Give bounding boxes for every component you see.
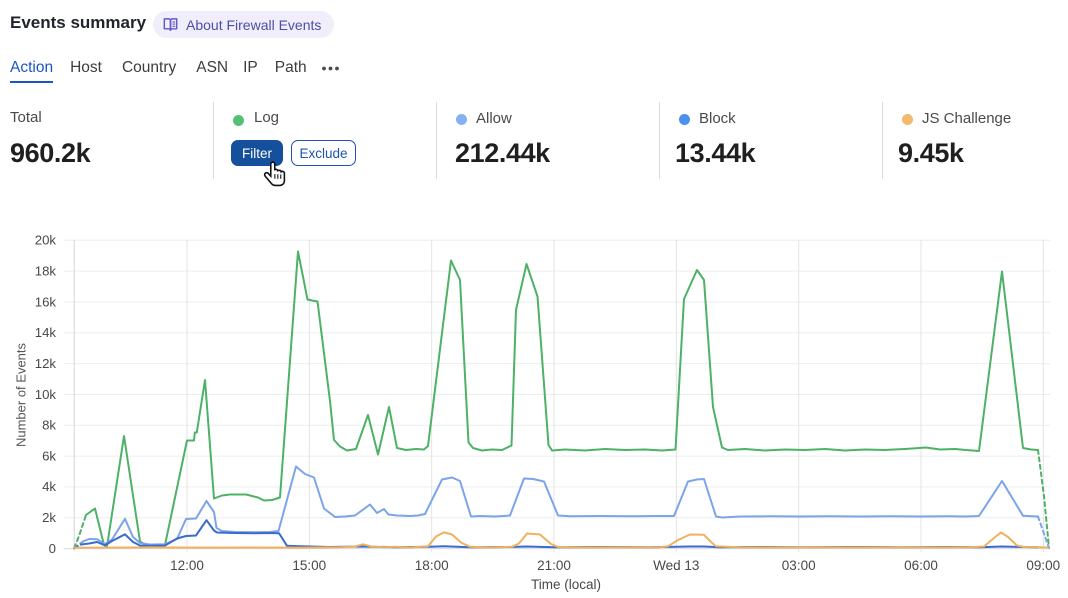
svg-text:18:00: 18:00	[415, 558, 449, 573]
svg-text:6k: 6k	[42, 448, 56, 463]
svg-text:14k: 14k	[35, 325, 57, 340]
svg-text:2k: 2k	[42, 510, 56, 525]
svg-text:09:00: 09:00	[1026, 558, 1060, 573]
svg-text:15:00: 15:00	[292, 558, 326, 573]
svg-text:16k: 16k	[35, 294, 57, 309]
svg-text:18k: 18k	[35, 263, 57, 278]
svg-text:20k: 20k	[35, 233, 57, 248]
svg-text:12k: 12k	[35, 356, 57, 371]
svg-text:Time (local): Time (local)	[531, 577, 601, 592]
svg-text:06:00: 06:00	[904, 558, 938, 573]
svg-text:Wed 13: Wed 13	[653, 558, 699, 573]
svg-text:8k: 8k	[42, 418, 56, 433]
svg-text:Number of Events: Number of Events	[14, 342, 29, 447]
svg-text:4k: 4k	[42, 479, 56, 494]
svg-text:03:00: 03:00	[782, 558, 816, 573]
svg-text:21:00: 21:00	[537, 558, 571, 573]
svg-text:0: 0	[49, 541, 56, 556]
svg-text:10k: 10k	[35, 387, 57, 402]
svg-text:12:00: 12:00	[170, 558, 204, 573]
